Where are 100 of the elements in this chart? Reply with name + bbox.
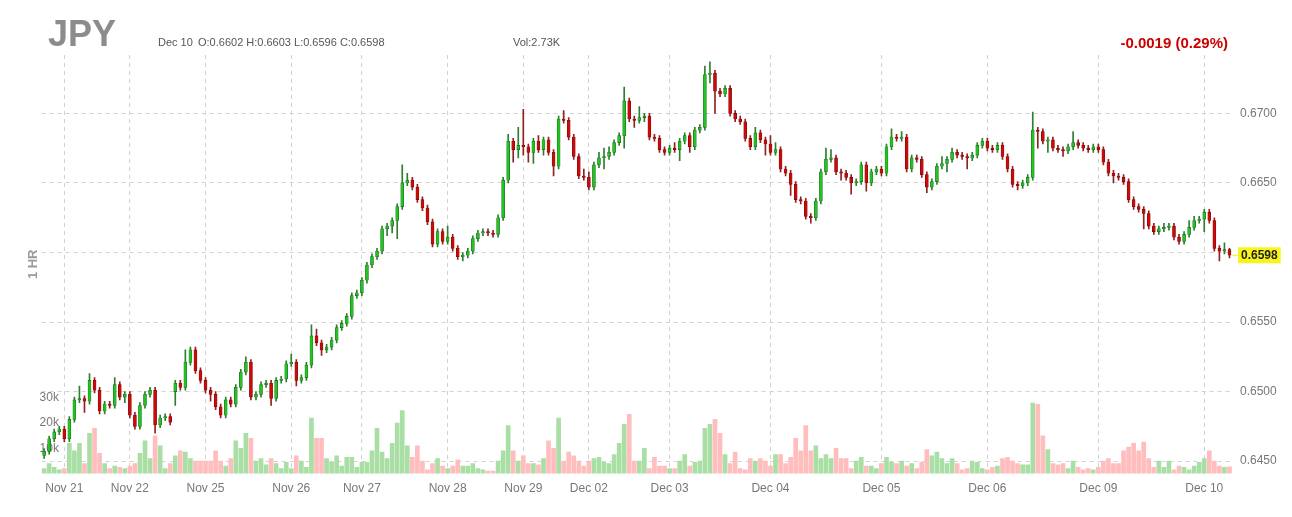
candlestick (445, 225, 450, 245)
bar (667, 468, 672, 474)
y-tick-label: 0.6450 (1240, 453, 1278, 468)
bar (82, 463, 87, 474)
candlestick (899, 131, 904, 142)
bar (621, 424, 627, 474)
candlestick (92, 377, 97, 394)
candlestick (450, 234, 455, 252)
candlestick (541, 136, 546, 156)
candlestick (657, 135, 662, 153)
x-tick-label: Nov 28 (428, 481, 467, 496)
candlestick (1005, 153, 1010, 173)
bar (536, 464, 541, 474)
candlestick (87, 373, 92, 405)
candlestick (67, 416, 72, 442)
candlestick (415, 184, 420, 203)
candlestick (1141, 206, 1146, 230)
bar (858, 456, 864, 474)
candlestick (556, 115, 561, 170)
text: Vol:2.73K (513, 36, 561, 48)
bar (909, 463, 915, 474)
bar (1201, 458, 1207, 474)
bar (107, 468, 113, 474)
y2-tick-label: 30k (39, 390, 60, 405)
candlestick (188, 346, 193, 366)
candlestick (193, 346, 198, 374)
text: Dec 10 (158, 36, 193, 48)
candlestick (1056, 145, 1060, 153)
candlestick (1197, 215, 1202, 224)
y-tick-label: 0.6700 (1240, 105, 1278, 120)
bar (773, 454, 778, 474)
y-tick-label: 0.6550 (1240, 314, 1278, 329)
bar (687, 465, 693, 474)
candlestick (768, 135, 773, 156)
candlestick (773, 142, 778, 156)
x-tick-label: Dec 04 (751, 481, 790, 496)
candlestick (102, 400, 107, 415)
candlestick (566, 117, 571, 141)
bar (505, 425, 511, 474)
candlestick (788, 170, 793, 196)
candlestick (1000, 142, 1005, 160)
candlestick (264, 380, 268, 388)
bar (294, 455, 299, 474)
candlestick (753, 126, 758, 150)
candlestick (970, 152, 975, 162)
candlestick (965, 153, 970, 170)
candlestick (319, 339, 324, 356)
bar (515, 460, 521, 474)
bar (122, 468, 128, 474)
candlestick (904, 133, 909, 173)
candlestick (793, 181, 798, 203)
candlestick (1086, 145, 1091, 153)
bar (228, 458, 234, 474)
ref-line-label: 0.6598 (1241, 247, 1279, 262)
candlestick (748, 135, 753, 150)
x-tick-label: Nov 26 (272, 481, 311, 496)
bar (1227, 466, 1232, 474)
candlestick (526, 143, 531, 163)
candlestick (682, 132, 687, 145)
bar (460, 465, 466, 474)
candlestick (531, 138, 536, 164)
bar (672, 468, 677, 474)
candlestick (1020, 179, 1025, 189)
candlestick (279, 375, 284, 384)
candlestick (294, 359, 299, 387)
x-tick-label: Dec 10 (1185, 481, 1224, 496)
bar (904, 465, 909, 474)
bar (87, 432, 92, 474)
candlestick (884, 143, 889, 177)
bar (879, 463, 884, 474)
candlestick (218, 403, 223, 419)
x-tick-label: Dec 03 (650, 481, 689, 496)
x-tick-label: Nov 27 (342, 481, 382, 496)
candlestick (763, 136, 768, 156)
bar (112, 465, 118, 474)
bar (233, 440, 239, 474)
bar (541, 458, 546, 474)
candlestick (672, 142, 677, 153)
candlestick (667, 145, 672, 156)
candlestick (1126, 178, 1131, 203)
bar (510, 450, 516, 474)
candlestick (632, 115, 637, 128)
candlestick (198, 367, 203, 384)
candlestick (869, 168, 874, 187)
candlestick (879, 165, 884, 177)
bar (899, 460, 904, 474)
candlestick (521, 108, 526, 156)
bar (172, 455, 178, 474)
candlestick (1217, 245, 1222, 262)
bar (445, 468, 450, 474)
bar (1090, 469, 1096, 474)
candlestick (829, 149, 833, 163)
candlestick (582, 168, 586, 181)
candlestick (1212, 217, 1217, 252)
bar (56, 469, 62, 474)
candlestick (57, 425, 62, 435)
candlestick (1116, 172, 1121, 181)
candlestick (889, 128, 894, 150)
candlestick (1167, 222, 1171, 231)
candlestick (385, 222, 389, 237)
